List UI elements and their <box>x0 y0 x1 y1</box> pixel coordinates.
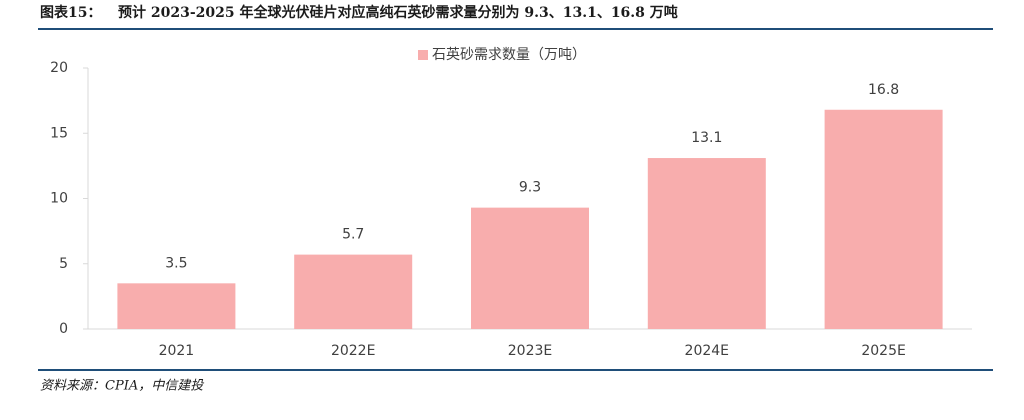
bar <box>824 109 943 329</box>
figure-label: 图表15： <box>40 4 101 21</box>
y-tick-label: 20 <box>50 60 68 76</box>
chart-title: 预计 2023-2025 年全球光伏硅片对应高纯石英砂需求量分别为 9.3、13… <box>118 4 678 21</box>
legend-label: 石英砂需求数量（万吨） <box>432 46 586 63</box>
data-label: 3.5 <box>165 255 187 271</box>
x-tick-label: 2025E <box>861 343 905 359</box>
bar <box>294 254 413 329</box>
x-tick-label: 2022E <box>331 343 375 359</box>
bar <box>471 207 589 329</box>
y-tick-label: 5 <box>59 256 68 272</box>
x-tick-label: 2021 <box>159 343 195 359</box>
data-label: 5.7 <box>342 227 364 243</box>
data-label: 16.8 <box>868 82 899 98</box>
source: 资料来源：CPIA，中信建投 <box>40 379 204 394</box>
bar <box>117 283 236 329</box>
y-tick-label: 10 <box>50 191 68 207</box>
x-tick-label: 2023E <box>508 343 552 359</box>
data-label: 9.3 <box>519 180 541 196</box>
data-label: 13.1 <box>691 130 722 146</box>
x-tick-label: 2024E <box>685 343 729 359</box>
y-tick-label: 0 <box>59 321 68 337</box>
bar <box>647 158 766 329</box>
y-tick-label: 15 <box>50 125 68 141</box>
legend-swatch <box>418 50 428 60</box>
